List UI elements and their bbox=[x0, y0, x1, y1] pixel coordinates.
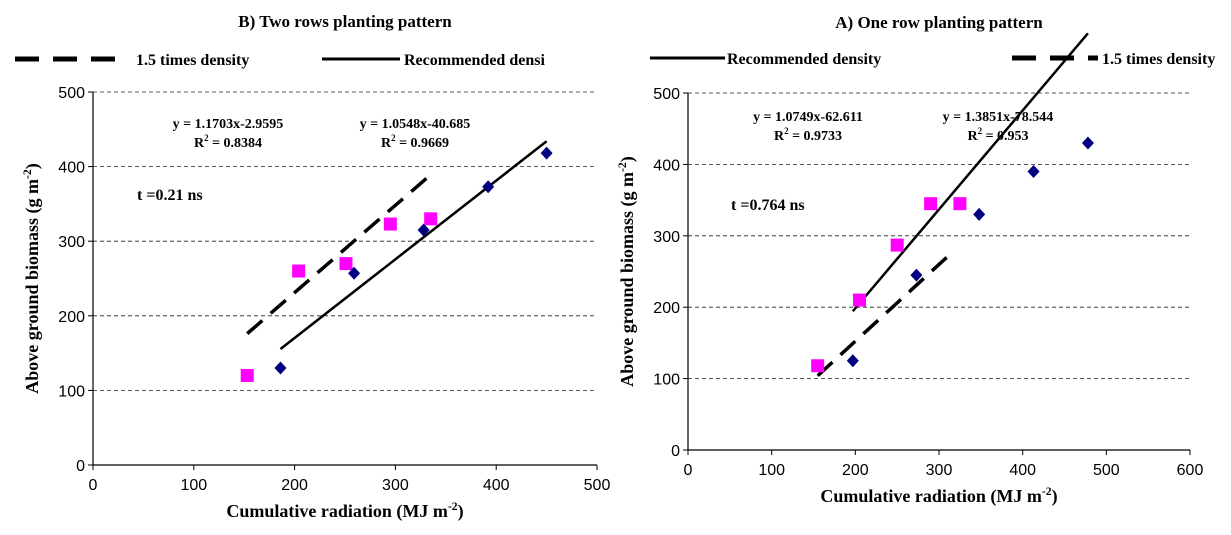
data-point-square bbox=[292, 264, 306, 278]
x-axis-title-end: ) bbox=[1052, 486, 1058, 507]
x-tick-label: 0 bbox=[684, 462, 693, 479]
x-tick-label: 500 bbox=[1093, 462, 1120, 479]
y-axis-title: Above ground biomass (g m-2) bbox=[21, 163, 43, 393]
y-axis-title-end: ) bbox=[617, 156, 638, 162]
r-squared-sup: 2 bbox=[204, 133, 209, 143]
y-tick-label: 0 bbox=[76, 458, 85, 475]
y-tick-label: 200 bbox=[653, 300, 680, 317]
t-test-annotation: t =0.21 ns bbox=[137, 187, 203, 204]
trendline-equation: y = 1.0749x-62.611 bbox=[753, 110, 863, 125]
trendline-solid bbox=[851, 32, 1089, 313]
r-squared-value: = 0.9669 bbox=[396, 136, 449, 151]
data-point-diamond bbox=[846, 354, 859, 368]
data-point-diamond bbox=[482, 180, 495, 194]
r-squared-r: R bbox=[774, 129, 785, 144]
data-point-diamond bbox=[540, 146, 553, 160]
legend-label: Recommended densi bbox=[404, 52, 545, 69]
x-tick-label: 0 bbox=[89, 477, 98, 494]
data-point-diamond bbox=[1027, 165, 1040, 179]
x-axis-title: Cumulative radiation (MJ m-2) bbox=[226, 500, 463, 522]
y-axis-title-sup: -2 bbox=[616, 162, 629, 172]
t-test-annotation: t =0.764 ns bbox=[731, 197, 805, 214]
y-axis-title-end: ) bbox=[22, 163, 43, 169]
x-axis-title-sup: -2 bbox=[448, 500, 458, 513]
r-squared-value: = 0.9733 bbox=[789, 129, 842, 144]
y-tick-label: 400 bbox=[58, 160, 85, 177]
r-squared-sup: 2 bbox=[978, 126, 983, 136]
chart-two-rows: B) Two rows planting pattern 1.5 times de… bbox=[15, 12, 610, 522]
legend-label: 1.5 times density bbox=[1102, 51, 1215, 68]
y-tick-label: 100 bbox=[58, 383, 85, 400]
data-point-square bbox=[890, 238, 904, 252]
data-point-square bbox=[924, 197, 938, 211]
r-squared-sup: 2 bbox=[784, 126, 789, 136]
data-point-square bbox=[240, 368, 254, 382]
y-tick-label: 300 bbox=[58, 234, 85, 251]
y-tick-label: 400 bbox=[653, 157, 680, 174]
data-point-diamond bbox=[274, 361, 287, 375]
y-tick-label: 300 bbox=[653, 229, 680, 246]
x-tick-label: 400 bbox=[1009, 462, 1036, 479]
data-point-square bbox=[383, 217, 397, 231]
x-tick-label: 300 bbox=[926, 462, 953, 479]
x-tick-label: 200 bbox=[281, 477, 308, 494]
r-squared-label: R2 = 0.9669 bbox=[381, 133, 449, 151]
x-tick-label: 600 bbox=[1177, 462, 1204, 479]
data-point-square bbox=[424, 212, 438, 226]
trendline-equation: y = 1.0548x-40.685 bbox=[360, 117, 471, 132]
trendline-equation: y = 1.1703x-2.9595 bbox=[173, 117, 284, 132]
y-tick-label: 200 bbox=[58, 309, 85, 326]
y-tick-label: 500 bbox=[653, 86, 680, 103]
legend-label: Recommended density bbox=[727, 51, 881, 68]
trendline-solid bbox=[279, 140, 548, 350]
y-axis-title-sup: -2 bbox=[21, 169, 34, 179]
data-point-diamond bbox=[348, 266, 361, 280]
data-point-diamond bbox=[417, 223, 430, 237]
r-squared-sup: 2 bbox=[391, 133, 396, 143]
y-tick-label: 500 bbox=[58, 85, 85, 102]
x-axis-title-main: Cumulative radiation (MJ m bbox=[820, 486, 1041, 507]
r-squared-label: R2 = 0.953 bbox=[967, 126, 1028, 144]
r-squared-label: R2 = 0.9733 bbox=[774, 126, 842, 144]
y-tick-label: 100 bbox=[653, 372, 680, 389]
legend-label: 1.5 times density bbox=[136, 52, 249, 69]
x-tick-label: 100 bbox=[180, 477, 207, 494]
x-tick-label: 100 bbox=[758, 462, 785, 479]
x-tick-label: 400 bbox=[483, 477, 510, 494]
chart-title: B) Two rows planting pattern bbox=[238, 12, 452, 31]
data-point-square bbox=[853, 293, 867, 307]
trendline-equation: y = 1.3851x-78.544 bbox=[943, 110, 1054, 125]
trendline-dashed bbox=[246, 173, 432, 335]
data-point-diamond bbox=[973, 207, 986, 221]
data-point-diamond bbox=[910, 268, 923, 282]
y-axis-title-main: Above ground biomass (g m bbox=[617, 172, 638, 387]
r-squared-r: R bbox=[967, 129, 978, 144]
data-point-square bbox=[811, 359, 825, 373]
y-axis-title: Above ground biomass (g m-2) bbox=[616, 156, 638, 386]
x-tick-label: 500 bbox=[584, 477, 611, 494]
r-squared-r: R bbox=[381, 136, 392, 151]
chart-title: A) One row planting pattern bbox=[835, 13, 1043, 32]
r-squared-value: = 0.953 bbox=[982, 129, 1028, 144]
r-squared-r: R bbox=[194, 136, 205, 151]
data-point-diamond bbox=[1081, 136, 1094, 150]
x-axis-title: Cumulative radiation (MJ m-2) bbox=[820, 485, 1057, 507]
r-squared-value: = 0.8384 bbox=[209, 136, 262, 151]
y-tick-label: 0 bbox=[671, 443, 680, 460]
x-tick-label: 200 bbox=[842, 462, 869, 479]
x-axis-title-end: ) bbox=[458, 501, 464, 522]
y-axis-title-main: Above ground biomass (g m bbox=[22, 179, 43, 394]
x-axis-title-sup: -2 bbox=[1042, 485, 1052, 498]
r-squared-label: R2 = 0.8384 bbox=[194, 133, 262, 151]
data-point-square bbox=[339, 257, 353, 271]
data-point-square bbox=[953, 197, 967, 211]
x-axis-title-main: Cumulative radiation (MJ m bbox=[226, 501, 447, 522]
chart-one-row: A) One row planting pattern Recommended d… bbox=[616, 13, 1215, 507]
x-tick-label: 300 bbox=[382, 477, 409, 494]
